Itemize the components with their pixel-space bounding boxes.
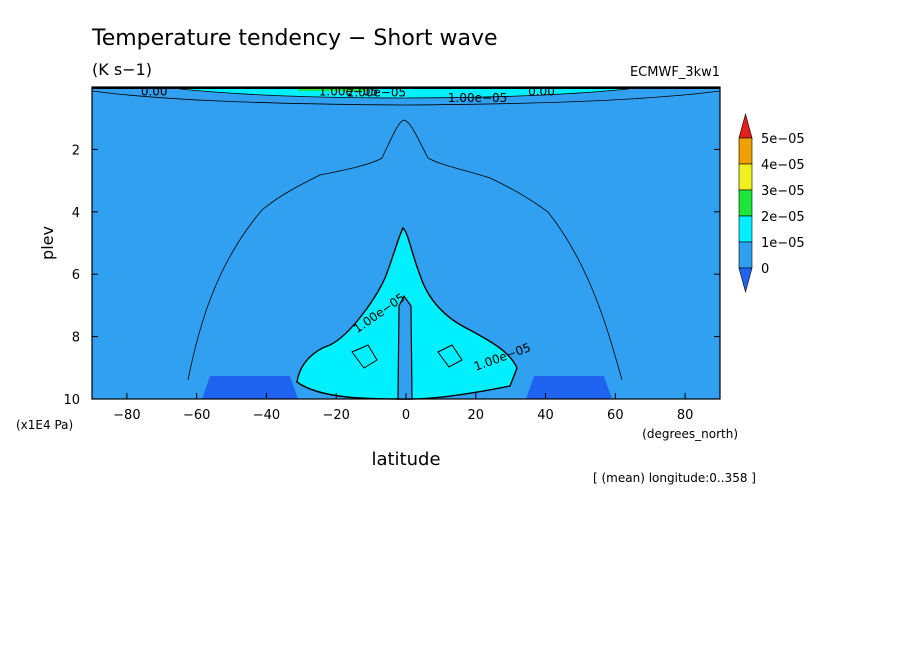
near-zero-region-left <box>202 376 298 399</box>
y-tick-label: 2 <box>72 143 80 158</box>
x-tick-label: 80 <box>677 408 694 423</box>
x-axis-units: (degrees_north) <box>642 427 738 441</box>
x-tick-label: −40 <box>253 408 280 423</box>
colorbar-segment <box>738 189 753 217</box>
x-axis-label: latitude <box>371 449 440 470</box>
colorbar-segment <box>738 137 753 165</box>
contour-label: 1.00e−05 <box>448 91 507 105</box>
plot-area: 0.00 1.00e−052.00e−05 1.00e−05 0.001.00e−05… <box>91 85 721 400</box>
x-tick-label: 20 <box>468 408 485 423</box>
x-axis: −80 −60 −40 −20 0 20 40 60 80 <box>113 393 693 423</box>
contour-label: 2.00e−05 <box>347 85 406 99</box>
y-axis-units: (x1E4 Pa) <box>16 418 73 432</box>
y-tick-label: 8 <box>72 331 80 346</box>
contour-label: 1.00e−05 <box>319 85 378 99</box>
contour-label: 0.00 <box>141 85 168 99</box>
x-tick-label: 60 <box>607 408 624 423</box>
chart-title: Temperature tendency − Short wave <box>91 26 498 51</box>
colorbar-segment <box>738 241 753 269</box>
x-tick-label: −20 <box>323 408 350 423</box>
colorbar-label: 0 <box>761 262 769 277</box>
colorbar-label: 4e−05 <box>761 158 805 173</box>
x-tick-label: 40 <box>537 408 554 423</box>
cell-right <box>437 344 463 368</box>
colorbar-label: 1e−05 <box>761 236 805 251</box>
y-tick-label: 10 <box>63 393 80 408</box>
colorbar-label: 2e−05 <box>761 210 805 225</box>
x-tick-label: −60 <box>183 408 210 423</box>
y-tick-label: 6 <box>72 268 80 283</box>
top-highlight-band <box>179 86 629 99</box>
contour-label: 0.00 <box>528 85 555 99</box>
footer-note: [ (mean) longitude:0..358 ] <box>593 471 756 485</box>
colorbar-bottom-triangle <box>738 267 753 294</box>
low-notch <box>397 294 413 400</box>
contour-outer-envelope <box>187 119 623 381</box>
dataset-label: ECMWF_3kw1 <box>630 65 720 80</box>
x-tick-label: 0 <box>402 408 410 423</box>
x-tick-label: −80 <box>113 408 140 423</box>
colorbar: 5e−05 4e−05 3e−05 2e−05 1e−05 0 <box>738 112 805 294</box>
y-axis: 2 4 6 8 10 <box>63 143 720 408</box>
colorbar-segment <box>738 215 753 243</box>
y-axis-label: plev <box>38 226 57 260</box>
chart-units: (K s−1) <box>92 60 152 79</box>
cell-left <box>351 344 378 369</box>
colorbar-label: 3e−05 <box>761 184 805 199</box>
colorbar-label: 5e−05 <box>761 132 805 147</box>
colorbar-top-triangle <box>738 112 753 139</box>
y-tick-label: 4 <box>72 206 80 221</box>
near-zero-region-right <box>526 376 612 399</box>
colorbar-segment <box>738 163 753 191</box>
